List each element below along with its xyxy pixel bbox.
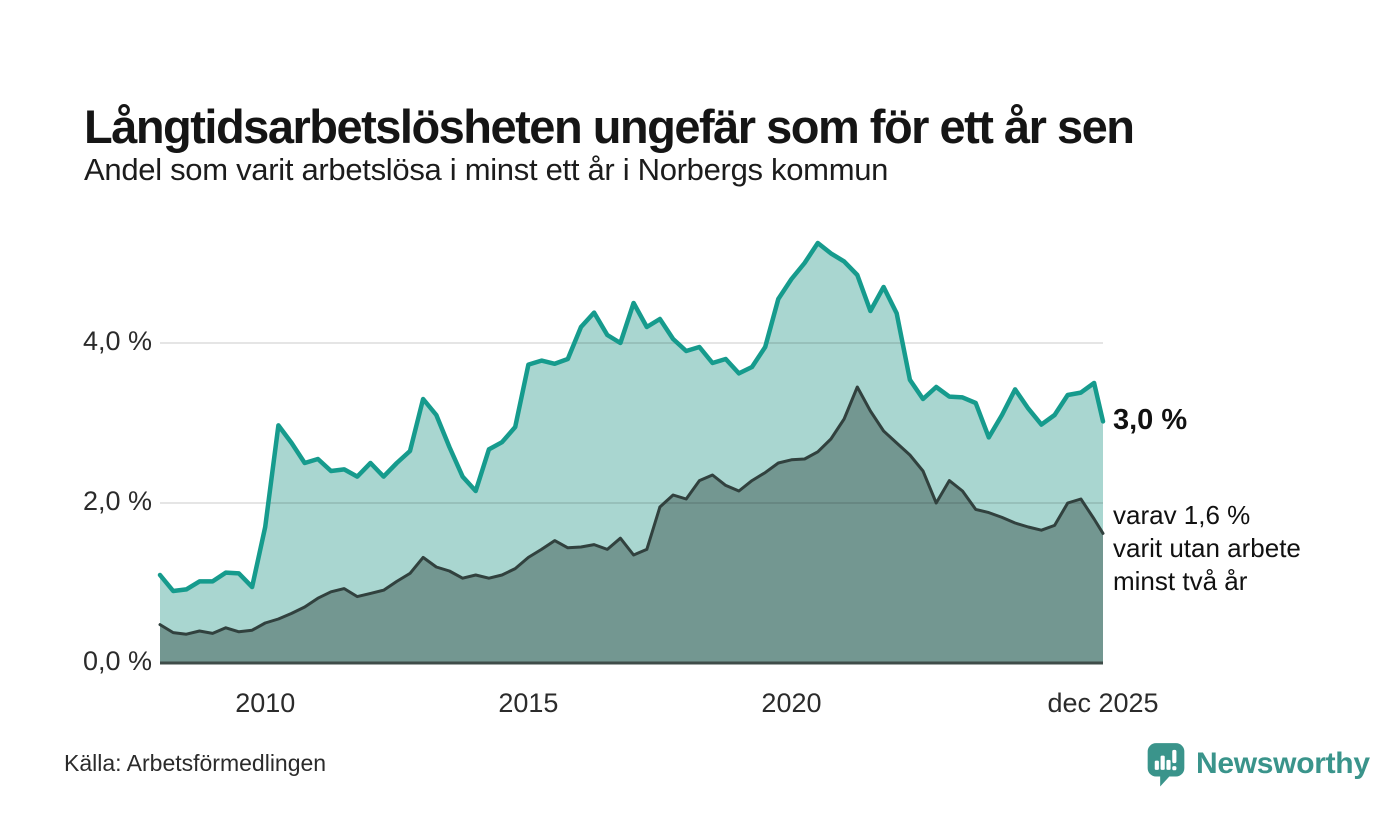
brand-logo: Newsworthy — [1146, 740, 1370, 788]
x-tick-label: 2010 — [235, 688, 296, 718]
series-line-minst-tva-ar — [158, 385, 1105, 636]
page-title: Långtidsarbetslösheten ungefär som för e… — [84, 100, 1135, 154]
newsworthy-chart-bubble-icon — [1147, 743, 1185, 787]
area-fill-minst-tva-ar — [160, 387, 1103, 663]
source-credit: Källa: Arbetsförmedlingen — [64, 750, 327, 776]
page-subtitle: Andel som varit arbetslösa i minst ett å… — [84, 152, 889, 187]
y-tick-label: 0,0 % — [82, 646, 152, 676]
x-tick-label: dec 2025 — [1047, 688, 1159, 718]
x-tick-label: 2020 — [761, 688, 822, 718]
brand-name: Newsworthy — [1196, 747, 1370, 780]
series-line-minst-ett-ar — [157, 240, 1106, 594]
series-note-label: varav 1,6 % varit utan arbete minst två … — [1113, 500, 1301, 597]
y-tick-label: 4,0 % — [82, 326, 152, 356]
y-tick-label: 2,0 % — [82, 486, 152, 516]
x-tick-label: 2015 — [498, 688, 559, 718]
series-end-value-label: 3,0 % — [1113, 404, 1188, 437]
